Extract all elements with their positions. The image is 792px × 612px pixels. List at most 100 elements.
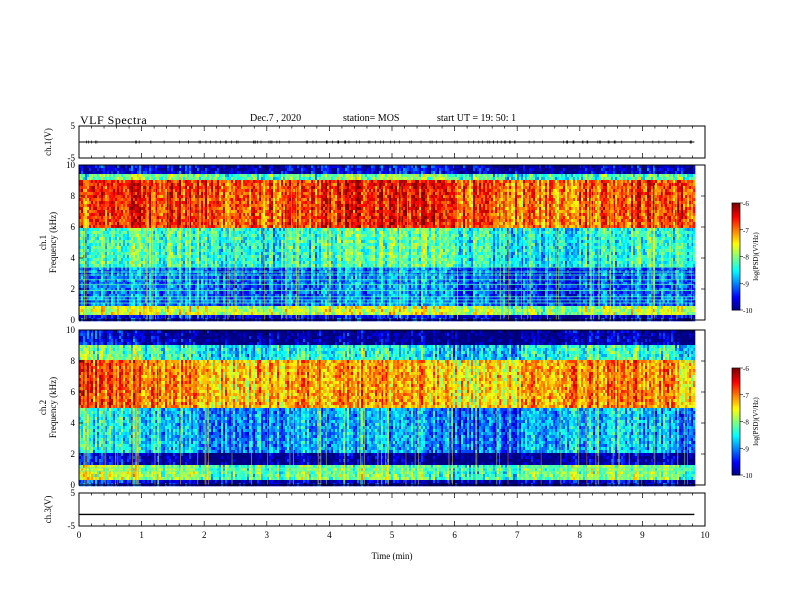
psd-cell — [255, 207, 258, 211]
psd-cell — [235, 183, 238, 187]
psd-cell — [343, 186, 346, 190]
psd-cell — [211, 180, 214, 184]
psd-cell — [495, 201, 498, 205]
psd-cell — [159, 171, 162, 175]
psd-cell — [349, 174, 352, 178]
psd-cell — [273, 204, 276, 208]
psd-cell — [299, 165, 302, 169]
psd-cell — [217, 198, 220, 202]
psd-cell — [419, 177, 422, 181]
psd-cell — [413, 204, 416, 208]
psd-cell — [237, 174, 240, 178]
psd-cell — [667, 195, 670, 199]
psd-cell — [109, 201, 112, 205]
psd-cell — [87, 180, 90, 184]
psd-cell — [393, 186, 396, 190]
psd-cell — [387, 204, 390, 208]
psd-cell — [605, 192, 608, 196]
psd-cell — [361, 189, 364, 193]
psd-cell — [443, 174, 446, 178]
psd-cell — [639, 207, 642, 211]
psd-cell — [269, 204, 272, 208]
psd-cell — [673, 183, 676, 187]
psd-cell — [675, 171, 678, 175]
psd-cell — [681, 183, 684, 187]
psd-cell — [451, 189, 454, 193]
psd-cell — [83, 165, 86, 169]
psd-cell — [397, 165, 400, 169]
psd-cell — [477, 195, 480, 199]
psd-cell — [83, 180, 86, 184]
psd-cell — [501, 177, 504, 181]
psd-cell — [637, 195, 640, 199]
psd-cell — [621, 186, 624, 190]
psd-cell — [621, 201, 624, 205]
psd-cell — [219, 174, 222, 178]
psd-cell — [237, 198, 240, 202]
psd-cell — [263, 189, 266, 193]
psd-cell — [289, 186, 292, 190]
psd-cell — [327, 174, 330, 178]
psd-cell — [333, 207, 336, 211]
psd-cell — [559, 207, 562, 211]
psd-cell — [173, 171, 176, 175]
psd-cell — [221, 174, 224, 178]
psd-cell — [655, 201, 658, 205]
psd-cell — [575, 183, 578, 187]
psd-cell — [683, 168, 686, 172]
psd-cell — [557, 180, 560, 184]
psd-cell — [107, 195, 110, 199]
psd-cell — [567, 171, 570, 175]
psd-cell — [419, 201, 422, 205]
psd-cell — [569, 207, 572, 211]
psd-cell — [347, 195, 350, 199]
psd-cell — [217, 165, 220, 169]
psd-cell — [527, 177, 530, 181]
psd-cell — [323, 168, 326, 172]
psd-cell — [329, 201, 332, 205]
psd-cell — [387, 177, 390, 181]
psd-cell — [681, 165, 684, 169]
psd-cell — [125, 186, 128, 190]
psd-cell — [683, 165, 686, 169]
psd-cell — [505, 189, 508, 193]
psd-cell — [391, 180, 394, 184]
psd-cell — [495, 195, 498, 199]
psd-cell — [605, 201, 608, 205]
psd-cell — [595, 165, 598, 169]
psd-cell — [371, 171, 374, 175]
psd-cell — [225, 186, 228, 190]
psd-cell — [365, 192, 368, 196]
psd-cell — [653, 174, 656, 178]
psd-cell — [679, 186, 682, 190]
psd-cell — [355, 204, 358, 208]
psd-cell — [269, 180, 272, 184]
psd-cell — [665, 180, 668, 184]
psd-cell — [477, 168, 480, 172]
psd-cell — [269, 165, 272, 169]
psd-cell — [661, 201, 664, 205]
psd-cell — [133, 198, 136, 202]
psd-cell — [93, 183, 96, 187]
psd-cell — [113, 204, 116, 208]
psd-cell — [391, 201, 394, 205]
psd-cell — [299, 183, 302, 187]
psd-cell — [167, 180, 170, 184]
psd-cell — [523, 192, 526, 196]
psd-cell — [689, 174, 692, 178]
psd-cell — [273, 174, 276, 178]
psd-cell — [541, 186, 544, 190]
psd-cell — [539, 192, 542, 196]
psd-cell — [247, 168, 250, 172]
psd-cell — [475, 183, 478, 187]
psd-cell — [117, 210, 120, 214]
psd-cell — [597, 180, 600, 184]
psd-cell — [457, 198, 460, 202]
psd-cell — [345, 201, 348, 205]
psd-cell — [223, 186, 226, 190]
psd-cell — [113, 171, 116, 175]
psd-cell — [289, 180, 292, 184]
psd-cell — [657, 177, 660, 181]
psd-cell — [335, 177, 338, 181]
psd-cell — [377, 207, 380, 211]
